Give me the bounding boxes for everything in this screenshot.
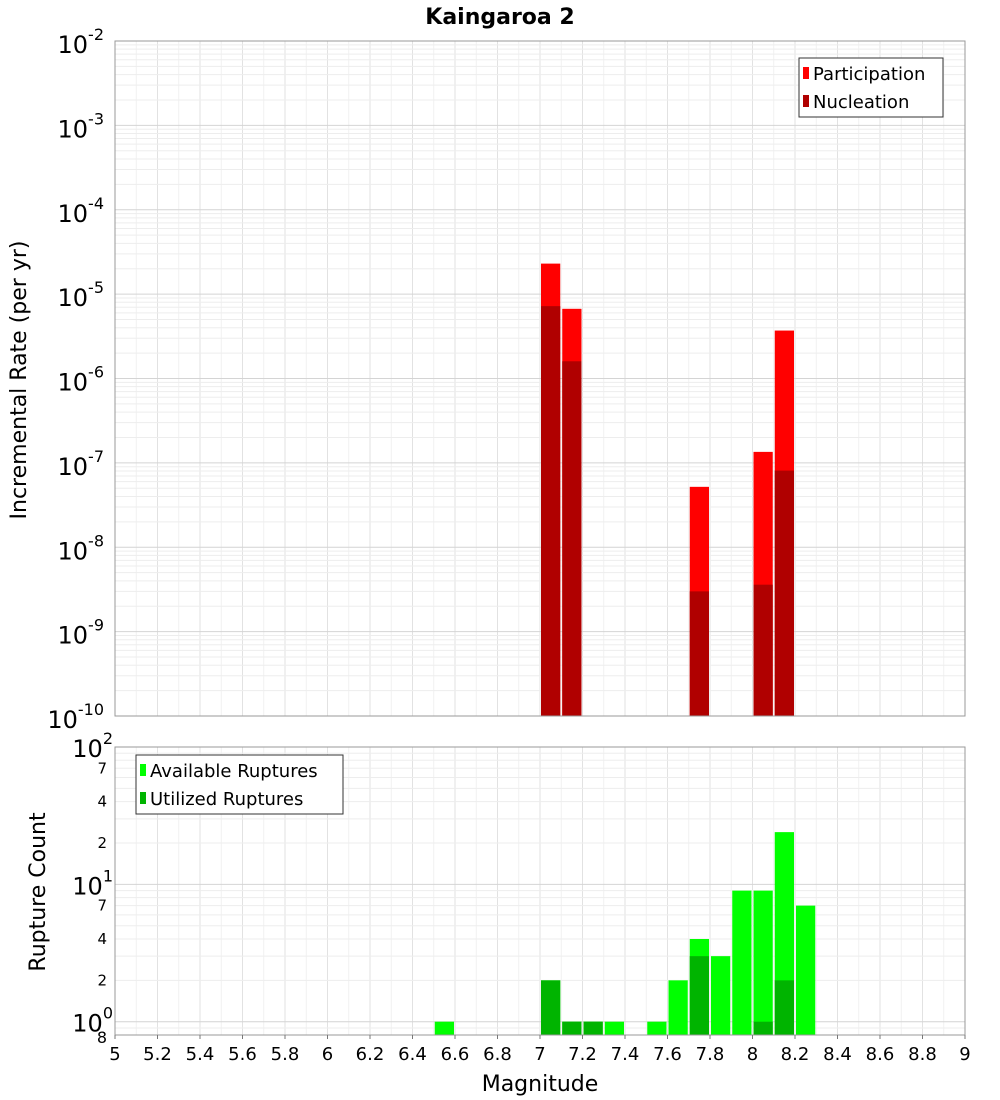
top-plot-bars bbox=[541, 263, 794, 716]
x-tick-label: 6.4 bbox=[398, 1044, 427, 1065]
bar-available-ruptures bbox=[434, 1021, 454, 1035]
bottom-legend: Available Ruptures Utilized Ruptures bbox=[135, 754, 344, 815]
top-legend: Participation Nucleation bbox=[798, 57, 944, 118]
participation-legend-label: Participation bbox=[813, 64, 925, 85]
y-tick-label: 10-10 bbox=[47, 700, 104, 734]
x-tick-label: 8.8 bbox=[908, 1044, 937, 1065]
x-axis-ticks: 5 5.2 5.4 5.6 5.8 6 6.2 6.4 6.6 6.8 7 7.2 7.4 7.6 7.8 8… bbox=[109, 1035, 971, 1065]
available-legend-label: Available Ruptures bbox=[150, 761, 318, 782]
y-tick-label: 101 bbox=[72, 866, 113, 900]
top-legend-box bbox=[798, 57, 944, 118]
bar-utilized-ruptures bbox=[583, 1021, 603, 1035]
bar-utilized-ruptures bbox=[541, 980, 561, 1035]
bar-utilized-ruptures bbox=[562, 1021, 582, 1035]
y-minor-tick-label: 8 bbox=[97, 1028, 107, 1047]
y-minor-tick-label: 7 bbox=[97, 759, 107, 777]
utilized-legend-swatch bbox=[140, 792, 146, 804]
bar-nucleation bbox=[774, 470, 794, 716]
y-tick-label: 102 bbox=[72, 729, 113, 763]
x-tick-label: 9 bbox=[959, 1044, 970, 1065]
x-tick-label: 8.2 bbox=[781, 1044, 810, 1065]
x-tick-label: 8.4 bbox=[823, 1044, 852, 1065]
x-tick-label: 5.4 bbox=[186, 1044, 215, 1065]
y-minor-tick-label: 2 bbox=[97, 971, 107, 989]
x-tick-label: 5.6 bbox=[228, 1044, 257, 1065]
top-plot-grid bbox=[114, 41, 966, 717]
y-tick-label: 10-5 bbox=[58, 278, 105, 312]
top-plot-y-tick-labels: 10-2 10-3 10-4 10-5 10-6 10-7 10-8 10-9 10-10 bbox=[47, 25, 104, 734]
bottom-plot-grid bbox=[114, 746, 966, 1036]
y-tick-label: 10-4 bbox=[58, 194, 105, 228]
x-tick-label: 7.2 bbox=[568, 1044, 597, 1065]
y-tick-label: 10-2 bbox=[58, 25, 105, 59]
bar-available-ruptures bbox=[647, 1021, 667, 1035]
y-tick-label: 10-8 bbox=[58, 531, 105, 565]
bar-nucleation bbox=[562, 361, 582, 716]
chart-title: Kaingaroa 2 bbox=[425, 5, 574, 30]
x-axis-label: Magnitude bbox=[482, 1072, 599, 1097]
bar-available-ruptures bbox=[753, 890, 773, 1035]
x-tick-label: 5 bbox=[109, 1044, 120, 1065]
x-tick-label: 5.8 bbox=[271, 1044, 300, 1065]
bar-available-ruptures bbox=[732, 890, 752, 1035]
y-minor-tick-label: 7 bbox=[97, 897, 107, 915]
bar-available-ruptures bbox=[604, 1021, 624, 1035]
x-tick-label: 7.8 bbox=[696, 1044, 725, 1065]
x-tick-label: 6.2 bbox=[356, 1044, 385, 1065]
nucleation-legend-label: Nucleation bbox=[813, 92, 909, 113]
bar-utilized-ruptures bbox=[689, 956, 709, 1035]
y-tick-label: 100 bbox=[72, 1004, 113, 1038]
bottom-plot-y-tick-labels: 102 101 100 7 4 2 7 4 2 8 bbox=[72, 729, 113, 1047]
y-minor-tick-label: 4 bbox=[97, 793, 107, 811]
bar-available-ruptures bbox=[668, 980, 688, 1035]
y-minor-tick-label: 4 bbox=[97, 930, 107, 948]
y-tick-label: 10-6 bbox=[58, 363, 105, 397]
x-tick-label: 8.6 bbox=[866, 1044, 895, 1065]
x-tick-label: 6 bbox=[322, 1044, 333, 1065]
x-tick-label: 6.6 bbox=[441, 1044, 470, 1065]
y-tick-label: 10-7 bbox=[58, 447, 105, 481]
top-plot-frame bbox=[114, 40, 966, 717]
x-tick-label: 7 bbox=[534, 1044, 545, 1065]
x-tick-label: 7.4 bbox=[611, 1044, 640, 1065]
y-minor-tick-label: 2 bbox=[97, 834, 107, 852]
utilized-legend-label: Utilized Ruptures bbox=[150, 789, 303, 810]
x-tick-label: 7.6 bbox=[653, 1044, 682, 1065]
bar-available-ruptures bbox=[711, 956, 731, 1035]
participation-legend-swatch bbox=[803, 67, 809, 79]
available-legend-swatch bbox=[140, 764, 146, 776]
bar-nucleation bbox=[753, 584, 773, 716]
bottom-legend-box bbox=[135, 754, 344, 815]
bar-utilized-ruptures bbox=[774, 980, 794, 1035]
bottom-y-axis-label: Rupture Count bbox=[26, 812, 51, 972]
y-tick-label: 10-3 bbox=[58, 109, 105, 143]
x-tick-label: 8 bbox=[747, 1044, 758, 1065]
bar-nucleation bbox=[689, 591, 709, 716]
bar-utilized-ruptures bbox=[753, 1021, 773, 1035]
x-tick-label: 6.8 bbox=[483, 1044, 512, 1065]
bottom-plot-bars bbox=[434, 832, 816, 1035]
bar-available-ruptures bbox=[796, 905, 816, 1035]
y-tick-label: 10-9 bbox=[58, 616, 105, 650]
nucleation-legend-swatch bbox=[803, 95, 809, 107]
bar-nucleation bbox=[541, 306, 561, 716]
top-y-axis-label: Incremental Rate (per yr) bbox=[7, 241, 32, 520]
x-tick-label: 5.2 bbox=[143, 1044, 172, 1065]
